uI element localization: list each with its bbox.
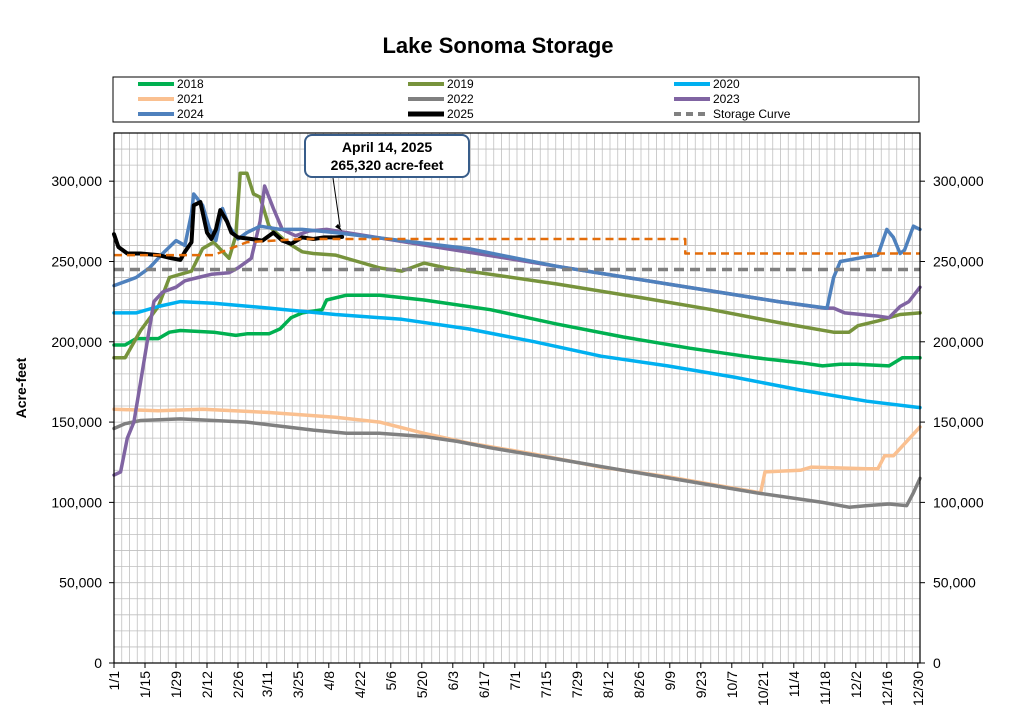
- legend-label: 2021: [177, 92, 204, 106]
- x-tick-label: 6/3: [445, 671, 461, 691]
- x-tick-label: 1/15: [137, 671, 153, 698]
- y-tick-label-left: 250,000: [51, 253, 102, 269]
- y-axis-label: Acre-feet: [13, 357, 29, 418]
- x-tick-label: 10/7: [724, 671, 740, 698]
- x-tick-label: 1/1: [106, 671, 122, 691]
- x-tick-label: 3/25: [290, 671, 306, 698]
- x-tick-label: 8/26: [631, 671, 647, 698]
- y-tick-label-right: 300,000: [933, 173, 984, 189]
- x-tick-label: 8/12: [600, 671, 616, 698]
- y-tick-label-right: 150,000: [933, 414, 984, 430]
- legend-label: 2019: [447, 77, 474, 91]
- x-tick-label: 10/21: [755, 671, 771, 706]
- callout-date: April 14, 2025: [342, 139, 432, 155]
- series-line-2023: [112, 184, 922, 477]
- x-tick-label: 3/11: [259, 671, 275, 697]
- annotation: April 14, 2025 265,320 acre-feet: [304, 134, 470, 231]
- series-line-2020: [112, 299, 922, 410]
- callout-arrow-head: [335, 223, 343, 231]
- legend: 2018 2019 2020 2021 2022 2023 2024 2025 Storage …: [112, 76, 920, 123]
- y-tick-label-left: 300,000: [51, 173, 102, 189]
- x-tick-label: 9/23: [693, 671, 709, 698]
- x-tick-label: 12/16: [879, 671, 895, 706]
- x-tick-label: 11/4: [786, 671, 802, 697]
- y-tick-label-right: 0: [933, 655, 941, 671]
- y-tick-label-left: 200,000: [51, 334, 102, 350]
- x-tick-label: 12/30: [910, 671, 926, 706]
- legend-label: 2024: [177, 107, 204, 121]
- callout-box: [304, 134, 470, 178]
- x-tick-label: 7/29: [569, 671, 585, 698]
- x-tick-label: 1/29: [168, 671, 184, 698]
- x-tick-label: 7/1: [507, 671, 523, 691]
- legend-label: 2018: [177, 77, 204, 91]
- x-tick-label: 6/17: [476, 671, 492, 698]
- y-tick-label-right: 200,000: [933, 334, 984, 350]
- series-line-2024: [112, 192, 922, 310]
- x-tick-label: 2/12: [199, 671, 215, 698]
- legend-frame: [112, 76, 920, 123]
- x-tick-label: 12/2: [848, 671, 864, 698]
- callout-arrow-line: [332, 177, 341, 227]
- y-tick-label-left: 0: [94, 655, 102, 671]
- x-tick-label: 5/6: [383, 671, 399, 691]
- series-line-2018: [112, 293, 922, 368]
- plot-border: [113, 132, 921, 664]
- x-tick-label: 7/15: [538, 671, 554, 698]
- axes: 0 0 50,000 50,000 100,000 100,000 150,000 150,0…: [51, 132, 984, 706]
- legend-label: 2022: [447, 92, 474, 106]
- y-tick-label-right: 100,000: [933, 494, 984, 510]
- legend-label: 2025: [447, 107, 474, 121]
- x-tick-label: 2/26: [230, 671, 246, 698]
- chart-title: Lake Sonoma Storage: [382, 33, 613, 58]
- legend-label: Storage Curve: [713, 107, 791, 121]
- series-layer: [112, 171, 922, 509]
- legend-label: 2020: [713, 77, 740, 91]
- series-line-target-curve: [114, 237, 920, 257]
- y-tick-label-left: 100,000: [51, 494, 102, 510]
- y-tick-label-left: 50,000: [59, 575, 102, 591]
- y-tick-label-left: 150,000: [51, 414, 102, 430]
- y-tick-label-right: 250,000: [933, 253, 984, 269]
- series-line-2025: [112, 200, 345, 262]
- series-line-2022: [112, 417, 922, 509]
- x-tick-label: 11/18: [817, 671, 833, 705]
- y-tick-label-right: 50,000: [933, 575, 976, 591]
- legend-label: 2023: [713, 92, 740, 106]
- x-tick-label: 4/22: [352, 671, 368, 698]
- x-tick-label: 4/8: [321, 671, 337, 691]
- x-tick-label: 9/9: [662, 671, 678, 691]
- callout-value: 265,320 acre-feet: [331, 157, 444, 173]
- x-tick-label: 5/20: [414, 671, 430, 698]
